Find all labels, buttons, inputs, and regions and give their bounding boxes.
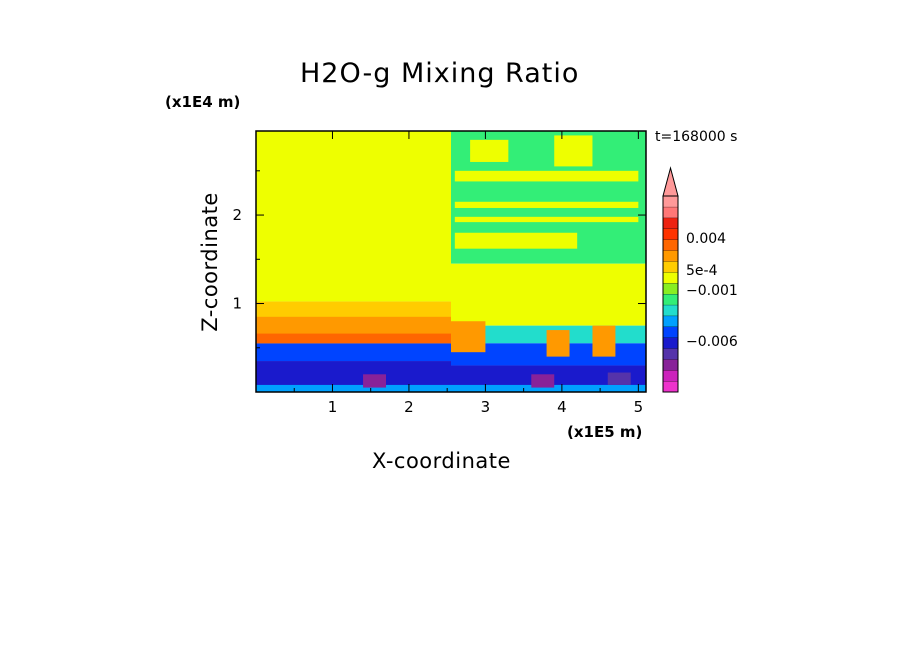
colorbar-swatch [663,337,678,349]
field-feature-0 [454,170,639,182]
x-tick-label: 4 [557,398,567,416]
colorbar-swatch [663,250,678,262]
x-exponent-label: (x1E5 m) [567,423,643,441]
field-feature-10 [592,325,616,357]
field-region-0 [256,131,451,302]
field-feature-8 [451,321,486,353]
field-feature-4 [470,139,509,162]
colorbar-swatch [663,283,678,294]
colorbar-label: −0.006 [686,334,738,350]
colorbar-swatch [663,359,678,371]
colorbar-swatch [663,217,678,229]
field-feature-11 [256,384,646,392]
colorbar-swatch [663,261,678,273]
x-tick-label: 1 [328,398,338,416]
x-tick-label: 2 [404,398,414,416]
colorbar-swatch [663,196,678,207]
colorbar-swatch [663,304,678,316]
field-feature-12 [363,374,386,388]
field-feature-2 [454,216,639,223]
plot-frame [255,130,647,393]
x-tick-label: 5 [634,398,644,416]
y-tick-label: 1 [232,295,242,313]
field-feature-14 [607,372,631,385]
field-feature-1 [454,201,639,208]
field-feature-7 [256,333,451,344]
colorbar-label: 0.004 [686,231,726,247]
field-region-2 [256,343,451,362]
colorbar-swatch [663,228,678,240]
colorbar-swatch [663,326,678,338]
colorbar-swatch [663,348,678,360]
time-label: t=168000 s [655,129,738,145]
colorbar-swatch [663,315,678,327]
colorbar-swatch [663,272,678,284]
field-feature-6 [256,301,451,317]
field-region-5 [451,263,646,326]
chart-title: H2O-g Mixing Ratio [300,58,580,89]
colorbar-label: −0.001 [686,283,738,299]
x-tick-label: 3 [481,398,491,416]
colorbar-label: 5e-4 [686,263,718,279]
field-feature-5 [554,135,593,167]
colorbar-extend-arrow [662,166,679,197]
y-exponent-label: (x1E4 m) [165,93,241,111]
colorbar-swatch [663,370,678,382]
field-feature-13 [531,374,555,388]
colorbar-swatch [663,239,678,251]
field-feature-3 [454,232,578,249]
colorbar-swatch [663,206,678,218]
y-tick-label: 2 [232,206,242,224]
colorbar-swatch [663,381,678,392]
colorbar-swatch [663,294,678,305]
field-feature-9 [546,330,570,357]
x-axis-title: X-coordinate [372,449,511,473]
